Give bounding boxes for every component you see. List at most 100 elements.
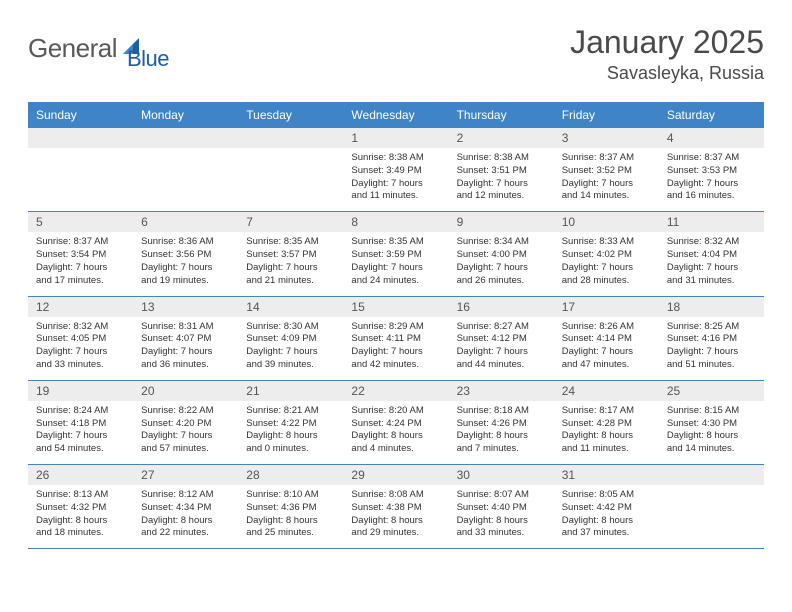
sunset-text: Sunset: 4:18 PM: [36, 418, 125, 431]
calendar-cell: 31Sunrise: 8:05 AMSunset: 4:42 PMDayligh…: [554, 465, 659, 549]
month-title: January 2025: [570, 24, 764, 61]
col-sunday: Sunday: [28, 102, 133, 128]
calendar-cell: 30Sunrise: 8:07 AMSunset: 4:40 PMDayligh…: [449, 465, 554, 549]
day-number: 26: [28, 465, 133, 485]
calendar-cell: 18Sunrise: 8:25 AMSunset: 4:16 PMDayligh…: [659, 296, 764, 380]
daylight-text: Daylight: 7 hours and 11 minutes.: [351, 178, 440, 204]
calendar-cell: 25Sunrise: 8:15 AMSunset: 4:30 PMDayligh…: [659, 380, 764, 464]
daylight-text: Daylight: 8 hours and 29 minutes.: [351, 515, 440, 541]
calendar-cell: 7Sunrise: 8:35 AMSunset: 3:57 PMDaylight…: [238, 212, 343, 296]
sunrise-text: Sunrise: 8:05 AM: [562, 489, 651, 502]
day-number: 27: [133, 465, 238, 485]
daylight-text: Daylight: 7 hours and 42 minutes.: [351, 346, 440, 372]
calendar-cell: [238, 128, 343, 212]
daylight-text: Daylight: 8 hours and 18 minutes.: [36, 515, 125, 541]
calendar-cell: 8Sunrise: 8:35 AMSunset: 3:59 PMDaylight…: [343, 212, 448, 296]
day-details: Sunrise: 8:32 AMSunset: 4:04 PMDaylight:…: [659, 232, 764, 295]
day-number: 30: [449, 465, 554, 485]
day-number: 14: [238, 297, 343, 317]
day-number: 2: [449, 128, 554, 148]
col-monday: Monday: [133, 102, 238, 128]
calendar-cell: 21Sunrise: 8:21 AMSunset: 4:22 PMDayligh…: [238, 380, 343, 464]
daylight-text: Daylight: 7 hours and 39 minutes.: [246, 346, 335, 372]
daylight-text: Daylight: 7 hours and 19 minutes.: [141, 262, 230, 288]
sunset-text: Sunset: 4:36 PM: [246, 502, 335, 515]
day-number: 25: [659, 381, 764, 401]
day-details: Sunrise: 8:33 AMSunset: 4:02 PMDaylight:…: [554, 232, 659, 295]
col-friday: Friday: [554, 102, 659, 128]
calendar-cell: 24Sunrise: 8:17 AMSunset: 4:28 PMDayligh…: [554, 380, 659, 464]
day-details: Sunrise: 8:18 AMSunset: 4:26 PMDaylight:…: [449, 401, 554, 464]
calendar-header-row: Sunday Monday Tuesday Wednesday Thursday…: [28, 102, 764, 128]
day-details: Sunrise: 8:20 AMSunset: 4:24 PMDaylight:…: [343, 401, 448, 464]
sunrise-text: Sunrise: 8:37 AM: [562, 152, 651, 165]
sunset-text: Sunset: 3:54 PM: [36, 249, 125, 262]
sunset-text: Sunset: 4:42 PM: [562, 502, 651, 515]
daylight-text: Daylight: 8 hours and 4 minutes.: [351, 430, 440, 456]
sunrise-text: Sunrise: 8:12 AM: [141, 489, 230, 502]
header: General Blue January 2025 Savasleyka, Ru…: [28, 24, 764, 84]
sunrise-text: Sunrise: 8:35 AM: [351, 236, 440, 249]
day-details: Sunrise: 8:31 AMSunset: 4:07 PMDaylight:…: [133, 317, 238, 380]
day-number: 11: [659, 212, 764, 232]
day-number: 15: [343, 297, 448, 317]
calendar-cell: 29Sunrise: 8:08 AMSunset: 4:38 PMDayligh…: [343, 465, 448, 549]
calendar-cell: 27Sunrise: 8:12 AMSunset: 4:34 PMDayligh…: [133, 465, 238, 549]
sunset-text: Sunset: 4:24 PM: [351, 418, 440, 431]
daylight-text: Daylight: 7 hours and 24 minutes.: [351, 262, 440, 288]
col-tuesday: Tuesday: [238, 102, 343, 128]
day-number: 20: [133, 381, 238, 401]
sunrise-text: Sunrise: 8:22 AM: [141, 405, 230, 418]
sunrise-text: Sunrise: 8:37 AM: [667, 152, 756, 165]
daylight-text: Daylight: 8 hours and 0 minutes.: [246, 430, 335, 456]
location: Savasleyka, Russia: [570, 63, 764, 84]
calendar-row: 26Sunrise: 8:13 AMSunset: 4:32 PMDayligh…: [28, 465, 764, 549]
calendar-cell: 6Sunrise: 8:36 AMSunset: 3:56 PMDaylight…: [133, 212, 238, 296]
calendar-cell: 22Sunrise: 8:20 AMSunset: 4:24 PMDayligh…: [343, 380, 448, 464]
calendar-row: 12Sunrise: 8:32 AMSunset: 4:05 PMDayligh…: [28, 296, 764, 380]
day-details: Sunrise: 8:35 AMSunset: 3:57 PMDaylight:…: [238, 232, 343, 295]
sunrise-text: Sunrise: 8:20 AM: [351, 405, 440, 418]
day-details: Sunrise: 8:24 AMSunset: 4:18 PMDaylight:…: [28, 401, 133, 464]
day-details: Sunrise: 8:30 AMSunset: 4:09 PMDaylight:…: [238, 317, 343, 380]
calendar-cell: 3Sunrise: 8:37 AMSunset: 3:52 PMDaylight…: [554, 128, 659, 212]
day-details: Sunrise: 8:08 AMSunset: 4:38 PMDaylight:…: [343, 485, 448, 548]
day-number: 24: [554, 381, 659, 401]
calendar-cell: [133, 128, 238, 212]
col-wednesday: Wednesday: [343, 102, 448, 128]
day-number: [659, 465, 764, 485]
sunset-text: Sunset: 4:16 PM: [667, 333, 756, 346]
sunrise-text: Sunrise: 8:33 AM: [562, 236, 651, 249]
sunrise-text: Sunrise: 8:30 AM: [246, 321, 335, 334]
day-number: 31: [554, 465, 659, 485]
day-details: Sunrise: 8:12 AMSunset: 4:34 PMDaylight:…: [133, 485, 238, 548]
calendar-cell: 17Sunrise: 8:26 AMSunset: 4:14 PMDayligh…: [554, 296, 659, 380]
sunset-text: Sunset: 4:07 PM: [141, 333, 230, 346]
col-saturday: Saturday: [659, 102, 764, 128]
day-details: Sunrise: 8:05 AMSunset: 4:42 PMDaylight:…: [554, 485, 659, 548]
daylight-text: Daylight: 7 hours and 21 minutes.: [246, 262, 335, 288]
day-number: 18: [659, 297, 764, 317]
day-number: 5: [28, 212, 133, 232]
day-number: 16: [449, 297, 554, 317]
day-number: 29: [343, 465, 448, 485]
sunrise-text: Sunrise: 8:32 AM: [667, 236, 756, 249]
day-details: Sunrise: 8:37 AMSunset: 3:53 PMDaylight:…: [659, 148, 764, 211]
day-details: Sunrise: 8:36 AMSunset: 3:56 PMDaylight:…: [133, 232, 238, 295]
day-details: Sunrise: 8:34 AMSunset: 4:00 PMDaylight:…: [449, 232, 554, 295]
sunrise-text: Sunrise: 8:18 AM: [457, 405, 546, 418]
sunset-text: Sunset: 3:59 PM: [351, 249, 440, 262]
sunrise-text: Sunrise: 8:38 AM: [457, 152, 546, 165]
day-details: Sunrise: 8:26 AMSunset: 4:14 PMDaylight:…: [554, 317, 659, 380]
calendar-cell: 11Sunrise: 8:32 AMSunset: 4:04 PMDayligh…: [659, 212, 764, 296]
sunrise-text: Sunrise: 8:15 AM: [667, 405, 756, 418]
sunset-text: Sunset: 3:52 PM: [562, 165, 651, 178]
sunset-text: Sunset: 3:57 PM: [246, 249, 335, 262]
day-number: 4: [659, 128, 764, 148]
sunset-text: Sunset: 4:38 PM: [351, 502, 440, 515]
sunrise-text: Sunrise: 8:36 AM: [141, 236, 230, 249]
daylight-text: Daylight: 7 hours and 47 minutes.: [562, 346, 651, 372]
daylight-text: Daylight: 8 hours and 14 minutes.: [667, 430, 756, 456]
day-number: 22: [343, 381, 448, 401]
calendar-cell: 28Sunrise: 8:10 AMSunset: 4:36 PMDayligh…: [238, 465, 343, 549]
